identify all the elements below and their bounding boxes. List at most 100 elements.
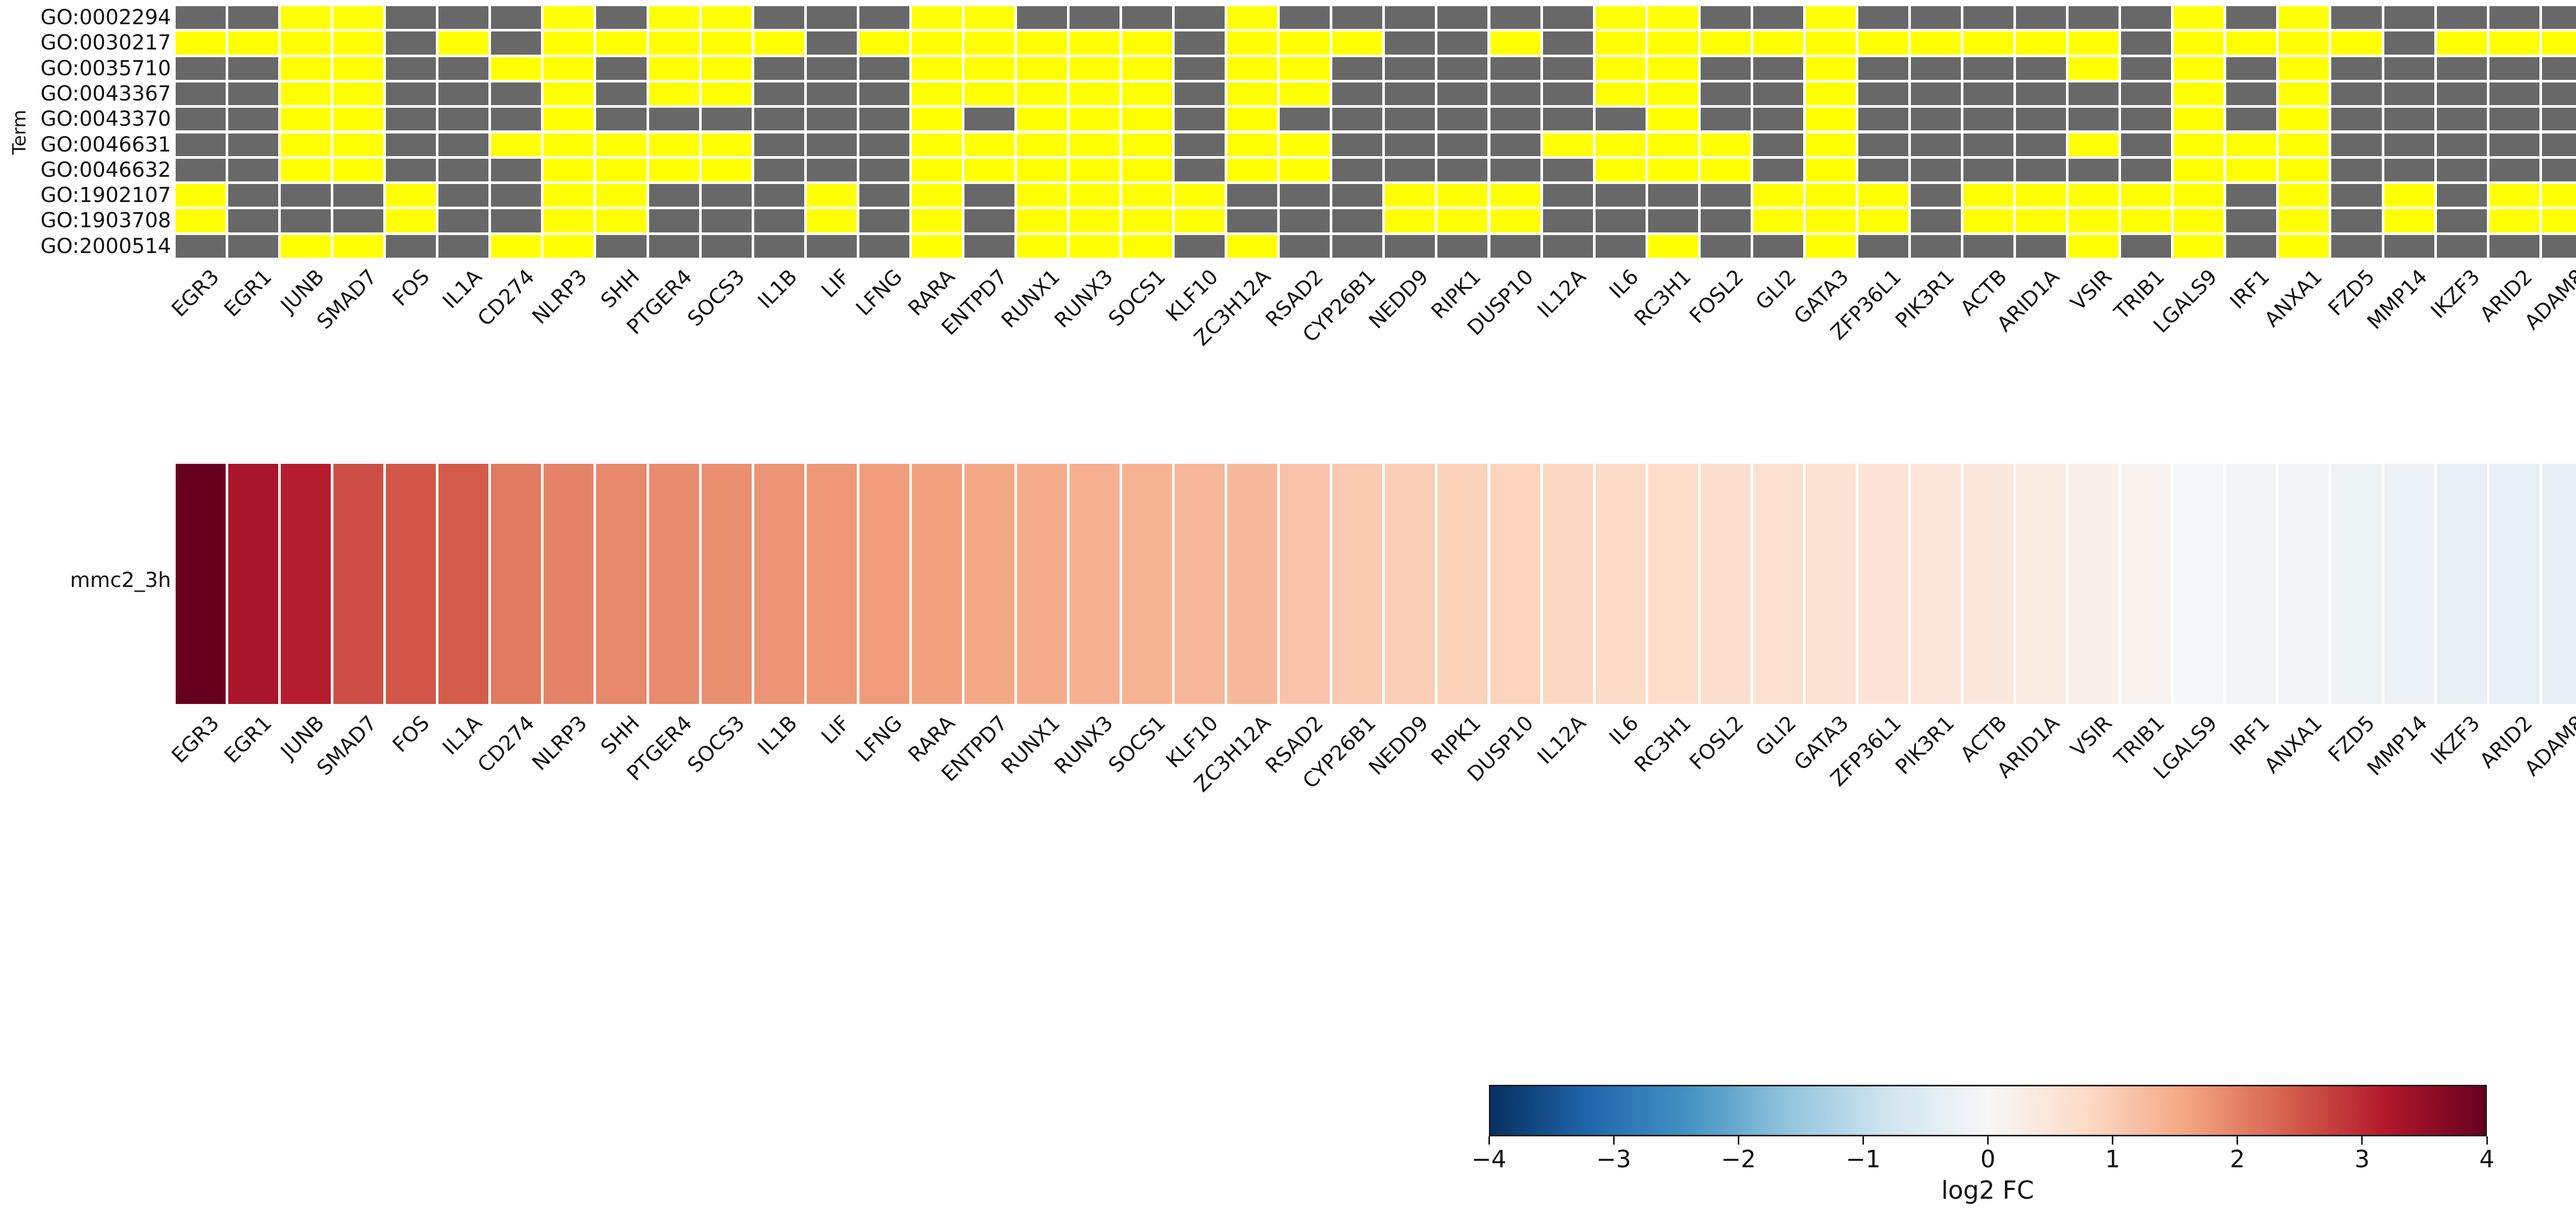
go-term-label: GO:0046631 (40, 132, 171, 157)
log2fc-cell (1227, 464, 1278, 704)
log2fc-cell (1753, 464, 1803, 704)
membership-cell (333, 57, 384, 80)
membership-cell (1016, 6, 1067, 29)
membership-cell (2436, 57, 2487, 80)
membership-cell (2121, 108, 2172, 131)
colorbar-tick (2112, 1136, 2114, 1145)
membership-cell (754, 184, 804, 207)
membership-cell (386, 158, 436, 182)
membership-cell (1437, 57, 1488, 80)
log2fc-cell (2016, 464, 2066, 704)
membership-cell (1963, 82, 2014, 106)
membership-cell (1175, 158, 1225, 182)
membership-cell (649, 108, 699, 131)
go-term-label: GO:1902107 (40, 183, 171, 208)
membership-cell (2069, 234, 2119, 258)
membership-cell (1858, 31, 1908, 55)
membership-cell (2384, 209, 2434, 232)
membership-cell (649, 6, 699, 29)
membership-cell (1490, 209, 1540, 232)
membership-cell (1332, 234, 1383, 258)
membership-cell (2226, 31, 2277, 55)
membership-cell (1332, 133, 1383, 156)
membership-cell (1595, 209, 1646, 232)
membership-cell (1490, 133, 1540, 156)
membership-cell (1070, 31, 1120, 55)
log2fc-cell (1805, 464, 1856, 704)
membership-cell (2174, 108, 2224, 131)
membership-cell (491, 57, 541, 80)
membership-cell (1805, 6, 1856, 29)
membership-cell (386, 6, 436, 29)
membership-cell (1490, 31, 1540, 55)
membership-cell (1280, 82, 1330, 106)
membership-cell (544, 133, 594, 156)
membership-cell (1070, 6, 1120, 29)
membership-cell (1595, 57, 1646, 80)
log2fc-cell (1437, 464, 1488, 704)
membership-cell (2331, 6, 2382, 29)
log2fc-cell (806, 464, 857, 704)
membership-cell (1543, 184, 1593, 207)
membership-cell (1175, 234, 1225, 258)
membership-cell (701, 234, 752, 258)
membership-cell (2489, 31, 2539, 55)
membership-cell (2121, 234, 2172, 258)
membership-cell (2016, 133, 2066, 156)
membership-cell (1175, 209, 1225, 232)
membership-cell (1437, 158, 1488, 182)
membership-cell (176, 133, 226, 156)
membership-cell (1280, 209, 1330, 232)
membership-cell (386, 184, 436, 207)
membership-cell (964, 133, 1014, 156)
membership-cell (1490, 6, 1540, 29)
membership-cell (859, 234, 909, 258)
membership-cell (701, 184, 752, 207)
membership-cell (2331, 158, 2382, 182)
membership-cell (2436, 6, 2487, 29)
membership-cell (964, 158, 1014, 182)
membership-cell (1280, 108, 1330, 131)
membership-cell (2121, 82, 2172, 106)
membership-cell (1490, 158, 1540, 182)
membership-cell (1753, 234, 1803, 258)
membership-cell (491, 209, 541, 232)
membership-cell (1910, 184, 1961, 207)
membership-cell (911, 234, 962, 258)
membership-cell (2384, 133, 2434, 156)
log2fc-cell (1858, 464, 1908, 704)
membership-cell (2436, 133, 2487, 156)
membership-cell (1543, 158, 1593, 182)
log2fc-cell (281, 464, 331, 704)
membership-cell (1543, 209, 1593, 232)
membership-cell (2541, 133, 2576, 156)
membership-cell (806, 234, 857, 258)
membership-cell (1437, 6, 1488, 29)
membership-cell (964, 209, 1014, 232)
membership-cell (1910, 82, 1961, 106)
membership-cell (2279, 158, 2329, 182)
membership-cell (1175, 133, 1225, 156)
membership-cell (1385, 209, 1435, 232)
membership-cell (2174, 209, 2224, 232)
membership-cell (1332, 57, 1383, 80)
membership-cell (333, 108, 384, 131)
membership-cell (1700, 57, 1751, 80)
membership-cell (1016, 57, 1067, 80)
membership-cell (649, 82, 699, 106)
membership-cell (2121, 184, 2172, 207)
log2fc-cell (1332, 464, 1383, 704)
membership-cell (1437, 133, 1488, 156)
membership-cell (1963, 108, 2014, 131)
membership-cell (2436, 184, 2487, 207)
membership-cell (1070, 158, 1120, 182)
membership-cell (1700, 184, 1751, 207)
membership-cell (701, 6, 752, 29)
membership-cell (1016, 158, 1067, 182)
membership-cell (1963, 209, 2014, 232)
membership-cell (2016, 209, 2066, 232)
membership-cell (1227, 133, 1278, 156)
membership-cell (1227, 82, 1278, 106)
membership-cell (2226, 6, 2277, 29)
membership-cell (964, 6, 1014, 29)
